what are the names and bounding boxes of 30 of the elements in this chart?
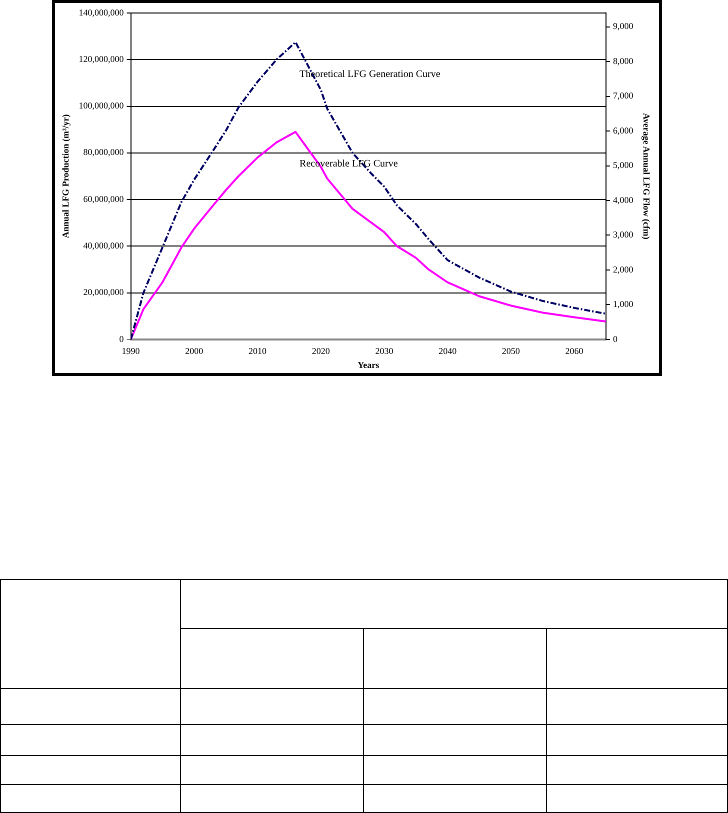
y2-tick-label: 7,000	[612, 90, 634, 101]
y-axis-title: Annual LFG Production (m³/yr)	[60, 114, 71, 238]
y-tick-label: 60,000,000	[83, 194, 124, 204]
x-tick-label: 1990	[122, 346, 140, 356]
x-tick-label: 2050	[502, 346, 520, 356]
x-tick-label: 2010	[248, 346, 268, 356]
y2-axis-title: Average Annual LFG Flow (cfm)	[641, 113, 652, 240]
x-tick-label: 2060	[565, 346, 584, 356]
x-tick-label: 2040	[438, 346, 458, 356]
y-tick-label: 20,000,000	[83, 287, 124, 298]
series-label: Theoretical LFG Generation Curve	[300, 68, 441, 80]
y-tick-label: 140,000,000	[78, 7, 124, 18]
y2-tick-label: 6,000	[612, 125, 634, 136]
y2-tick-label: 9,000	[612, 21, 634, 32]
x-axis-title: Years	[358, 360, 380, 370]
y2-tick-label: 1,000	[612, 299, 634, 310]
y2-tick-label: 0	[612, 334, 618, 344]
y2-tick-label: 4,000	[612, 194, 634, 205]
x-tick-label: 2000	[185, 346, 204, 356]
y-tick-label: 80,000,000	[83, 147, 124, 158]
y2-tick-label: 2,000	[612, 264, 634, 274]
y2-tick-label: 8,000	[612, 56, 634, 66]
y-tick-label: 0	[119, 334, 124, 344]
y2-tick-label: 3,000	[612, 230, 634, 240]
y-tick-label: 40,000,000	[83, 240, 124, 250]
x-tick-label: 2020	[312, 346, 330, 356]
y-tick-label: 100,000,000	[78, 100, 124, 111]
y-tick-label: 120,000,000	[78, 54, 124, 64]
x-tick-label: 2030	[375, 346, 394, 356]
y2-tick-label: 5,000	[612, 160, 634, 170]
